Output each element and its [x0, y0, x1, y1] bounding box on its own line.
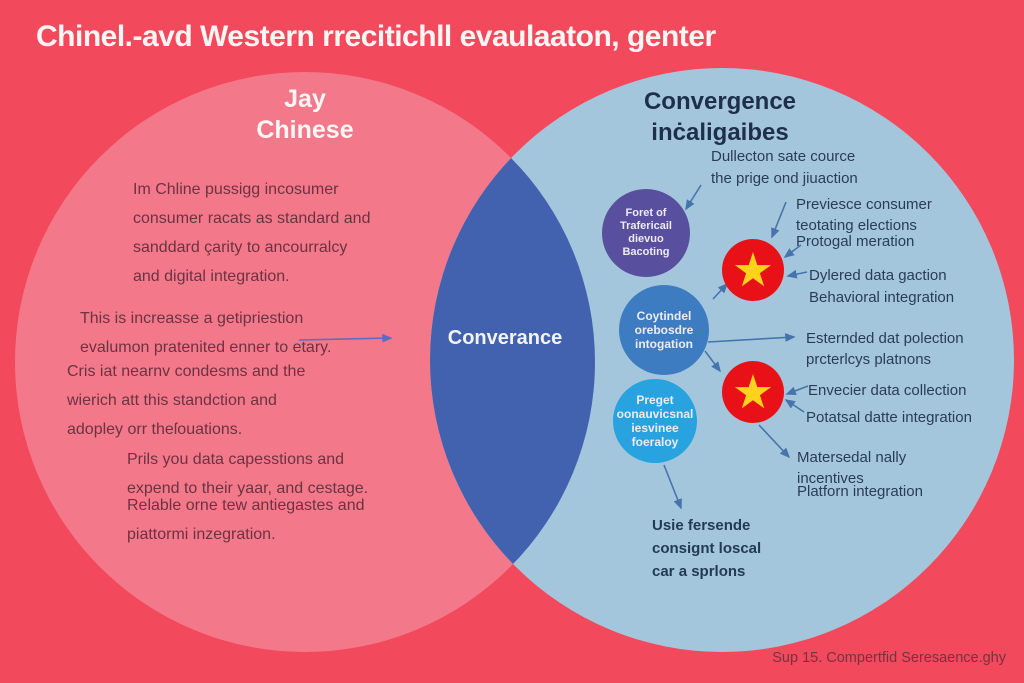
node-purple-circle [602, 189, 690, 277]
left-circle-shape [15, 72, 595, 652]
left-paragraph-3: Cris iat nearnv condesms and the wierich… [67, 363, 306, 438]
left-paragraph-5: Relable orne tew antiegastes and piattor… [127, 497, 365, 543]
star-icon [734, 374, 772, 409]
right-bottom-note: Usie fersende consignt loscal car a sprl… [652, 517, 762, 580]
annotation-matersedal: Matersedal nally incentives [797, 449, 907, 487]
arrow-protogal-to-red1 [783, 244, 802, 258]
right-circle-heading: Convergence inċaligaibes [643, 88, 797, 146]
arrow-potatsal-to-red2 [784, 399, 805, 413]
right-circle-shape [430, 68, 1014, 652]
star-icon [734, 252, 772, 287]
annotation-previesce: Previesce consumer teotating elections [796, 196, 932, 234]
overlap-label: Converance [447, 327, 563, 349]
node-cyan-circle [613, 379, 697, 463]
arrow-blue-node-to-red1 [712, 282, 729, 300]
right-top-note: Dullecton sate cource the prige ond jiua… [711, 148, 858, 187]
annotation-esternded: Esternded dat polection prcterlcys platn… [806, 330, 964, 368]
annotation-protogal: Protogal meration [796, 233, 915, 250]
annotation-arrows [663, 184, 809, 510]
left-paragraph-1: Im Chline pussigg incosumer consumer rac… [133, 181, 371, 285]
node-blue-label: Coytindel orebosdre intogation [634, 309, 694, 351]
annotation-dylered: Dylered data gaction [809, 267, 947, 284]
arrow-dylered-to-red1 [786, 269, 808, 279]
flag-badge-2 [722, 361, 784, 423]
node-purple-label: Foret of Trafericail dievuo Bacoting [620, 207, 672, 258]
node-blue-circle [619, 285, 709, 375]
arrow-envecier-to-red2 [785, 385, 809, 395]
diagram-title: Chinel.-avd Western rrecitichll evaulaat… [36, 20, 716, 53]
arrow-to-esternded [707, 333, 796, 343]
arrow-previesce-to-red1 [771, 201, 787, 239]
footer-caption: Sup 15. Compertfid Seresaence.ghy [772, 650, 1006, 666]
annotation-potatsal: Potatsal datte integration [806, 409, 972, 426]
arrow-topnote-to-purple [685, 184, 702, 211]
arrow-blue-node-to-red2 [704, 350, 721, 373]
left-paragraph-2: This is increasse a getipriestion evalum… [80, 310, 332, 356]
arrow-left-text-to-lens [298, 333, 393, 343]
annotation-platforn: Platforn integration [797, 483, 923, 500]
left-circle-heading: Jay Chinese [256, 85, 354, 144]
node-cyan-label: Preget oonauvicsnal iesvinee foeraloy [616, 393, 694, 449]
annotation-behavioral: Behavioral integration [809, 289, 955, 306]
arrow-cyan-to-bottomnote [663, 464, 682, 510]
annotation-envecier: Envecier data collection [808, 382, 967, 399]
left-paragraph-4: Prils you data capesstions and expend to… [127, 451, 369, 497]
arrow-red2-to-matersedal [758, 424, 791, 459]
flag-badge-1 [722, 239, 784, 301]
